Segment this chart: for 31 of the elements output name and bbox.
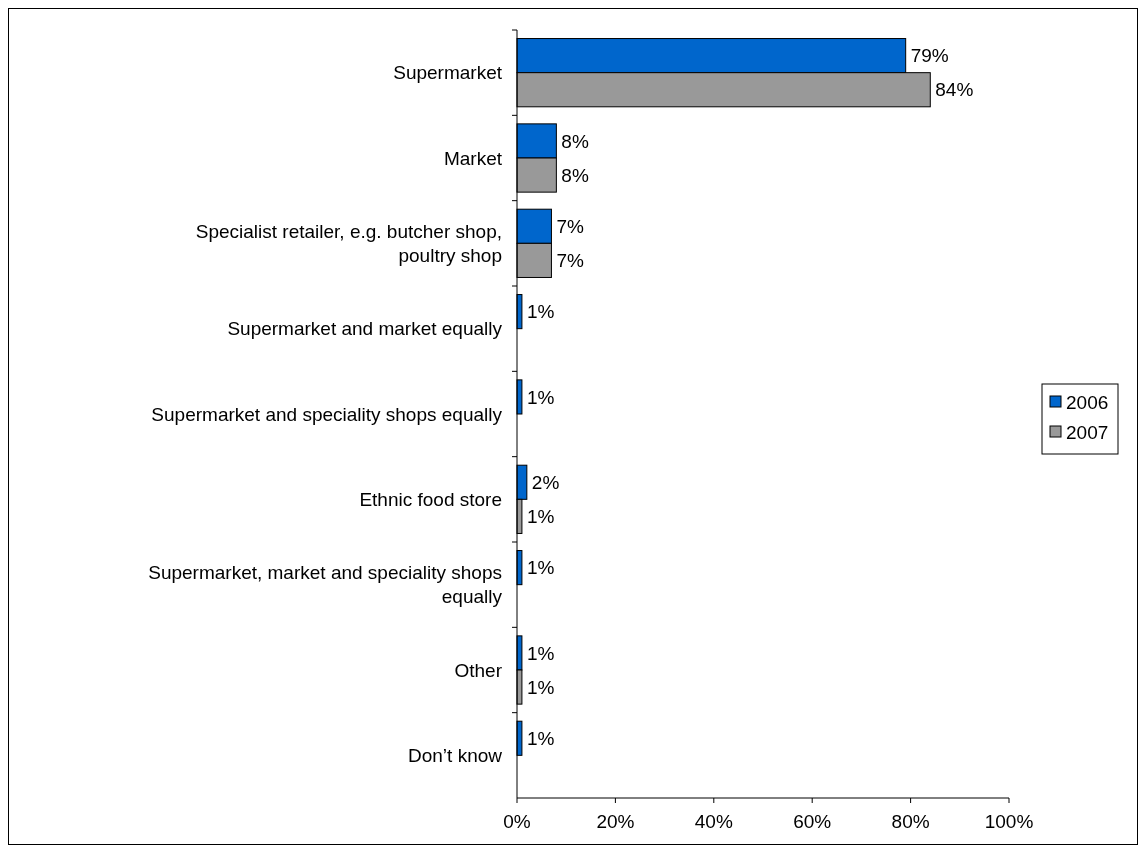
x-tick-label: 100%: [984, 811, 1034, 832]
data-label: 1%: [526, 386, 555, 408]
legend-label: 2007: [1066, 421, 1109, 443]
data-label: 1%: [526, 642, 555, 664]
y-tick-label: Don’t know: [408, 744, 503, 766]
x-tick-label: 60%: [793, 811, 832, 832]
data-label: 8%: [561, 130, 589, 152]
x-tick-label: 40%: [694, 811, 733, 832]
y-tick-label: Supermarket and speciality shops equally: [151, 403, 503, 425]
data-label: 8%: [561, 164, 589, 186]
x-tick-label: 0%: [503, 811, 531, 832]
y-tick-label: Ethnic food store: [359, 488, 502, 510]
y-tick-label: Supermarket, market and speciality shops equally: [148, 562, 503, 608]
y-tick-label: Market: [443, 147, 503, 169]
legend-label: 2006: [1066, 391, 1109, 413]
y-tick-label: Supermarket and market equally: [227, 318, 503, 340]
data-label: 84%: [935, 79, 974, 101]
data-label: 1%: [526, 727, 555, 749]
data-label: 79%: [910, 45, 949, 67]
y-tick-label: Specialist retailer, e.g. butcher shop, poultry shop: [195, 220, 502, 266]
data-label: 1%: [526, 506, 555, 528]
data-label: 1%: [526, 557, 555, 579]
data-label: 7%: [556, 250, 585, 272]
x-tick-label: 80%: [891, 811, 930, 832]
data-label: 1%: [526, 301, 555, 323]
y-tick-label: Supermarket: [393, 62, 503, 84]
y-tick-label: Other: [454, 659, 503, 681]
data-label: 7%: [556, 215, 585, 237]
data-label: 1%: [526, 676, 555, 698]
data-label: 2%: [531, 471, 560, 493]
x-tick-label: 20%: [596, 811, 635, 832]
